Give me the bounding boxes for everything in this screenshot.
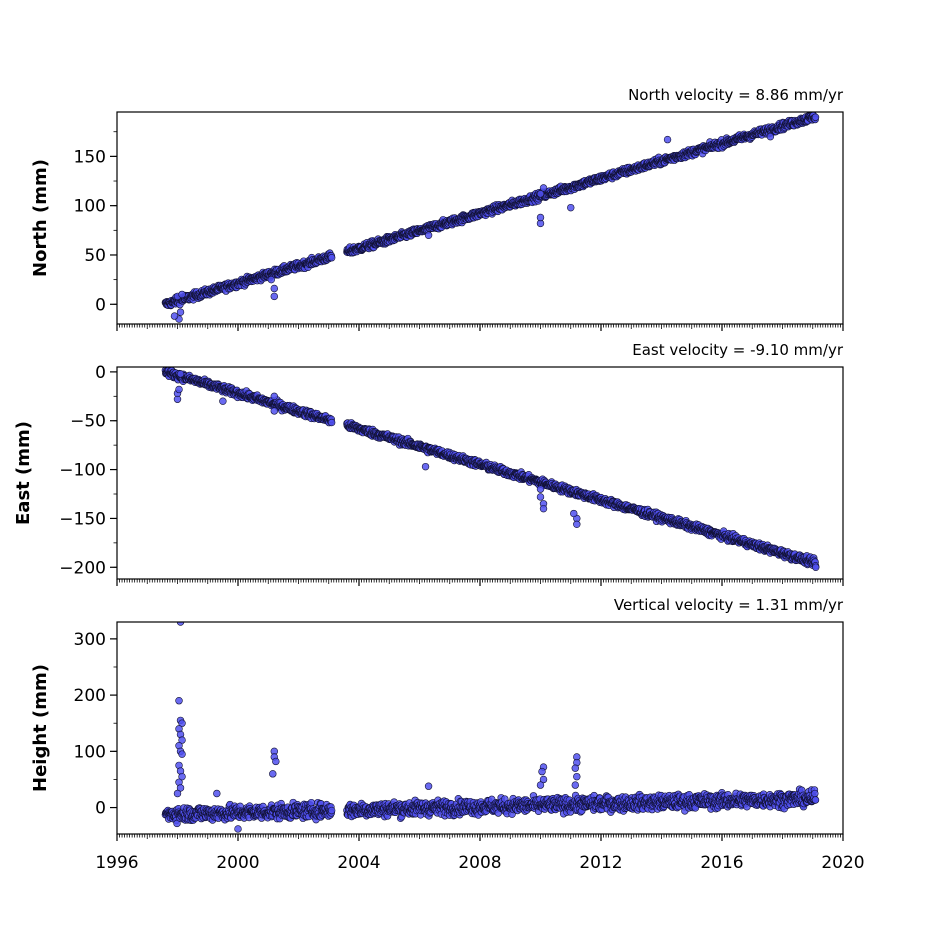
east-axes-frame [116, 366, 844, 580]
north-point-1756 [270, 292, 278, 301]
north-ytick-label-150: 150 [74, 147, 106, 167]
north-points [161, 112, 820, 323]
north-point-1764 [663, 135, 672, 144]
east-y-ticks [110, 371, 117, 568]
east-velocity-title: East velocity = -9.10 mm/yr [632, 341, 844, 359]
east-ylabel: East (mm) [13, 421, 34, 525]
north-point-1755 [178, 290, 186, 299]
east-point-1753 [175, 385, 183, 394]
north-point-1758 [267, 275, 275, 284]
north-point-1760 [536, 213, 545, 222]
east-point-1761 [539, 504, 548, 513]
north-point-1763 [567, 203, 575, 212]
north-panel: 0 50 100 150 North (mm) North velocity = 8.86… [30, 86, 844, 331]
east-ytick-label--200: −200 [59, 558, 106, 578]
east-ytick-label--50: −50 [70, 412, 106, 432]
north-x-ticks [116, 324, 844, 331]
north-point-1754 [170, 312, 179, 320]
height-points [161, 622, 820, 833]
north-point-458 [327, 254, 336, 262]
east-point-1759 [536, 493, 545, 501]
east-point-1756 [270, 392, 278, 401]
north-point-1761 [539, 184, 548, 192]
north-ylabel: North (mm) [30, 159, 51, 277]
north-ytick-label-0: 0 [95, 295, 106, 315]
height-point-458 [327, 806, 336, 815]
east-x-ticks [116, 579, 844, 586]
height-point-402 [307, 798, 316, 807]
east-panel: 0 −50 −100 −150 −200 East (mm) East velocity =… [13, 341, 844, 586]
east-point-1758 [536, 485, 545, 493]
east-point-1764 [570, 509, 578, 518]
east-point-1763 [573, 520, 581, 528]
east-point-1757 [270, 407, 278, 415]
north-point-1753 [176, 308, 185, 316]
height-panel: 1996 2000 2004 2008 2012 2016 20200100200300He… [30, 596, 865, 873]
north-point-1757 [270, 284, 278, 293]
north-point-1750 [811, 113, 820, 121]
east-points [161, 367, 820, 571]
east-point-1755 [219, 397, 227, 405]
east-point-1766 [812, 563, 820, 571]
north-point-1766 [766, 132, 775, 141]
east-ytick-label-0: 0 [95, 363, 106, 383]
north-y-ticks [110, 131, 117, 305]
north-point-1765 [424, 231, 433, 239]
east-point-1765 [421, 462, 430, 471]
north-velocity-title: North velocity = 8.86 mm/yr [628, 86, 844, 104]
east-ytick-label--100: −100 [59, 461, 106, 481]
north-ytick-label-50: 50 [84, 246, 106, 266]
east-ytick-label--150: −150 [59, 509, 106, 529]
east-point-458 [327, 418, 336, 427]
north-ytick-label-100: 100 [74, 197, 106, 217]
north-point-1762 [536, 190, 545, 198]
east-point-1754 [176, 370, 185, 378]
